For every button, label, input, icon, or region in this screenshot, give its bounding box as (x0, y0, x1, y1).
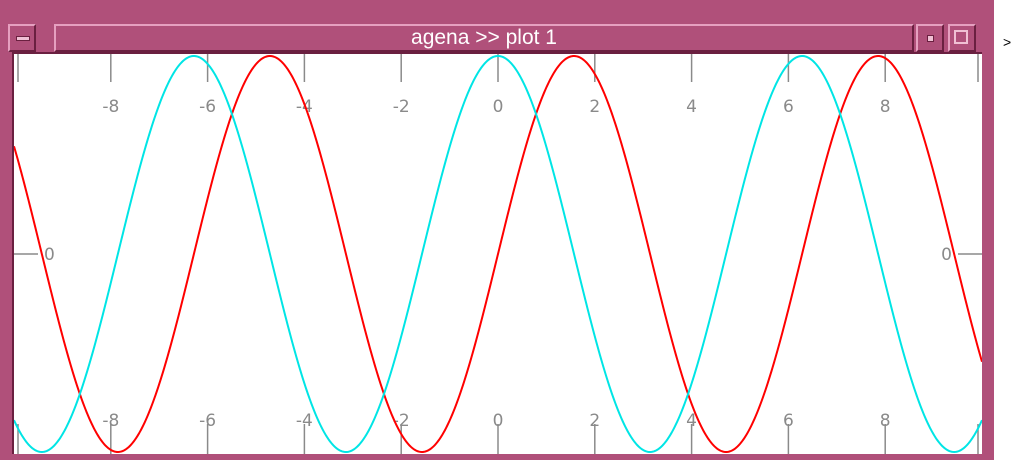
x-tick-label-top-8: 8 (880, 97, 891, 117)
x-tick-label-bottom-2: -4 (296, 411, 313, 431)
x-tick-label-bottom-5: 2 (589, 411, 600, 431)
y-tick-label-left-0: 0 (44, 245, 55, 265)
x-tick-label-bottom-1: -6 (199, 411, 216, 431)
x-tick-label-bottom-6: 4 (686, 411, 697, 431)
x-tick-label-bottom-4: 0 (493, 411, 504, 431)
x-tick-label-top-0: -8 (102, 97, 119, 117)
x-tick-label-top-4: 0 (493, 97, 504, 117)
y-tick-label-right-0: 0 (941, 245, 952, 265)
series-line-0 (14, 54, 982, 454)
x-tick-label-top-3: -2 (393, 97, 410, 117)
x-tick-label-top-6: 4 (686, 97, 697, 117)
window-title: agena >> plot 1 (54, 24, 914, 52)
x-tick-label-bottom-0: -8 (102, 411, 119, 431)
console-prompt: > (1003, 34, 1012, 50)
series-line-1 (14, 54, 982, 454)
minimize-icon (927, 35, 934, 42)
plot-area: -8 -8 -6 -6 -4 -4 -2 -2 0 0 2 2 4 4 6 6 8 8 0 0 (12, 52, 982, 454)
maximize-button[interactable] (948, 24, 976, 52)
window-menu-button[interactable] (8, 24, 36, 52)
x-tick-label-top-7: 6 (783, 97, 794, 117)
minimize-button[interactable] (916, 24, 944, 52)
window-menu-icon (16, 36, 30, 41)
x-tick-label-bottom-8: 8 (880, 411, 891, 431)
x-tick-label-top-1: -6 (199, 97, 216, 117)
maximize-icon (954, 30, 968, 44)
x-tick-label-bottom-7: 6 (783, 411, 794, 431)
title-bar[interactable]: agena >> plot 1 (8, 22, 988, 52)
x-tick-label-top-5: 2 (589, 97, 600, 117)
